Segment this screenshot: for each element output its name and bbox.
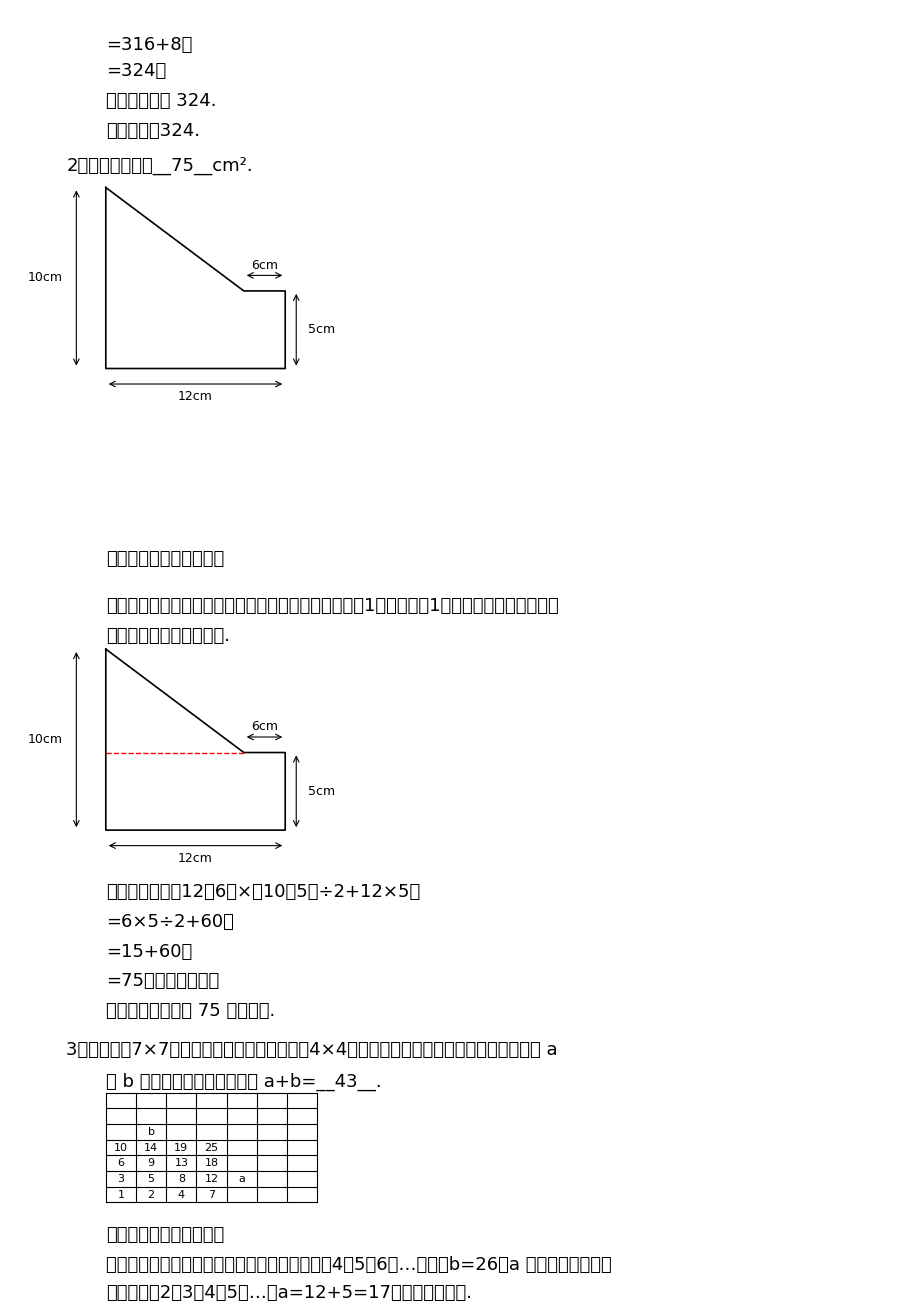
Text: 答：图形的面积是 75 平方厘米.: 答：图形的面积是 75 平方厘米. bbox=[106, 1003, 275, 1021]
Text: 【答案】见试题解答内容: 【答案】见试题解答内容 bbox=[106, 1225, 224, 1243]
Text: 14: 14 bbox=[144, 1143, 158, 1152]
Text: 5: 5 bbox=[147, 1174, 154, 1184]
Text: =324；: =324； bbox=[106, 62, 165, 81]
Text: 18: 18 bbox=[204, 1159, 219, 1168]
Text: 【分析】依表得规律：三列自下而上的数依次多4、5、6、…，所以b=26；a 所在行，从左向右: 【分析】依表得规律：三列自下而上的数依次多4、5、6、…，所以b=26；a 所在… bbox=[106, 1255, 611, 1273]
Text: 3．根据如图7×7的方格盘中已经填好的左下角4×4个方格中数字显现的规律，求出方格盘中 a: 3．根据如图7×7的方格盘中已经填好的左下角4×4个方格中数字显现的规律，求出方… bbox=[66, 1040, 557, 1059]
Text: 6cm: 6cm bbox=[251, 720, 278, 733]
Text: 9: 9 bbox=[147, 1159, 154, 1168]
Text: 2: 2 bbox=[147, 1190, 154, 1199]
Text: 1: 1 bbox=[118, 1190, 124, 1199]
Text: 的数依次多2、3、4、5、…，a=12+5=17，即可得出结论.: 的数依次多2、3、4、5、…，a=12+5=17，即可得出结论. bbox=[106, 1284, 471, 1302]
Text: 12cm: 12cm bbox=[178, 391, 212, 404]
Text: 10cm: 10cm bbox=[28, 272, 62, 285]
Text: 2．图形的面积是__75__cm².: 2．图形的面积是__75__cm². bbox=[66, 156, 253, 174]
Text: =316+8，: =316+8， bbox=[106, 36, 192, 55]
Text: 与 b 的数值，并计算其和，得 a+b=__43__.: 与 b 的数值，并计算其和，得 a+b=__43__. bbox=[106, 1073, 381, 1091]
Text: b: b bbox=[147, 1126, 154, 1137]
Text: =15+60，: =15+60， bbox=[106, 943, 192, 961]
Text: 4: 4 bbox=[177, 1190, 185, 1199]
Text: 12: 12 bbox=[204, 1174, 219, 1184]
Text: 【答案】见试题解答内容: 【答案】见试题解答内容 bbox=[106, 549, 224, 568]
Text: 6: 6 bbox=[118, 1159, 124, 1168]
Text: 5cm: 5cm bbox=[308, 785, 335, 798]
Text: 5cm: 5cm bbox=[308, 323, 335, 336]
Text: 【分析】如图所示，做出辅助线，则将原图形分割成了1个三角形和1个长方形，利用三角形和: 【分析】如图所示，做出辅助线，则将原图形分割成了1个三角形和1个长方形，利用三角… bbox=[106, 598, 558, 616]
Text: 13: 13 bbox=[175, 1159, 188, 1168]
Text: =75（平方厘米）；: =75（平方厘米）； bbox=[106, 973, 219, 991]
Text: 10cm: 10cm bbox=[28, 733, 62, 746]
Text: 3: 3 bbox=[118, 1174, 124, 1184]
Text: 答：被除数是 324.: 答：被除数是 324. bbox=[106, 92, 216, 109]
Text: 8: 8 bbox=[177, 1174, 185, 1184]
Text: 25: 25 bbox=[204, 1143, 219, 1152]
Text: 10: 10 bbox=[114, 1143, 128, 1152]
Text: 长方形的面积和即可得解.: 长方形的面积和即可得解. bbox=[106, 628, 230, 646]
Text: 故答案为：324.: 故答案为：324. bbox=[106, 121, 199, 139]
Text: =6×5÷2+60，: =6×5÷2+60， bbox=[106, 913, 233, 931]
Text: 6cm: 6cm bbox=[251, 259, 278, 272]
Text: a: a bbox=[238, 1174, 245, 1184]
Text: 7: 7 bbox=[208, 1190, 215, 1199]
Text: 【解答】解：（12－6）×（10－5）÷2+12×5，: 【解答】解：（12－6）×（10－5）÷2+12×5， bbox=[106, 883, 420, 901]
Text: 19: 19 bbox=[174, 1143, 188, 1152]
Text: 12cm: 12cm bbox=[178, 852, 212, 865]
